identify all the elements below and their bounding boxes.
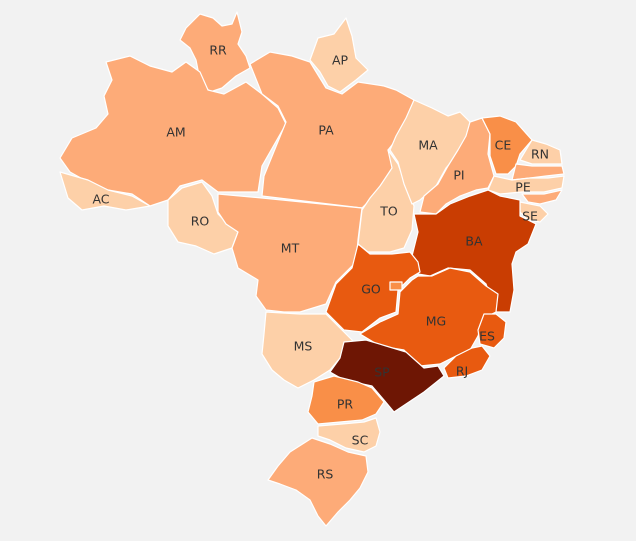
state-al[interactable] xyxy=(521,189,563,205)
state-pr[interactable] xyxy=(307,375,385,425)
state-ac[interactable] xyxy=(59,171,151,211)
state-rj[interactable] xyxy=(443,345,491,379)
state-rr[interactable] xyxy=(179,11,251,93)
state-rs[interactable] xyxy=(267,437,369,527)
state-go[interactable] xyxy=(325,243,421,333)
state-pi[interactable] xyxy=(419,117,495,215)
state-rn[interactable] xyxy=(519,139,563,165)
state-am[interactable] xyxy=(59,55,287,207)
state-df[interactable] xyxy=(389,281,403,291)
state-ms[interactable] xyxy=(261,311,355,389)
state-es[interactable] xyxy=(477,313,507,349)
state-ap[interactable] xyxy=(309,17,369,93)
state-sp[interactable] xyxy=(329,339,445,413)
state-sc[interactable] xyxy=(317,417,381,453)
state-shapes xyxy=(59,11,565,527)
state-ba[interactable] xyxy=(411,189,537,313)
state-pe[interactable] xyxy=(487,175,565,195)
